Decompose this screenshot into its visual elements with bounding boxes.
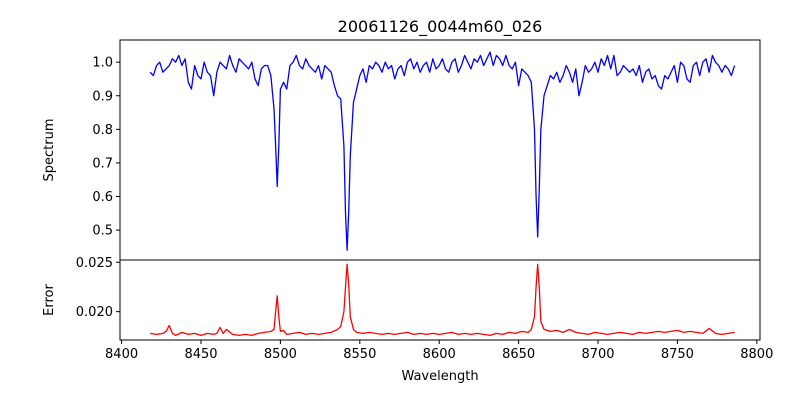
x-tick-label: 8650: [502, 347, 535, 362]
error-y-axis-label: Error: [42, 284, 57, 316]
x-tick-label: 8500: [264, 347, 297, 362]
error-y-tick-label: 0.020: [76, 305, 113, 320]
spectrum-y-tick-label: 0.9: [92, 89, 113, 104]
x-axis-label: Wavelength: [401, 369, 478, 384]
x-tick-label: 8750: [661, 347, 694, 362]
chart-title: 20061126_0044m60_026: [338, 17, 543, 37]
spectrum-y-tick-label: 0.7: [92, 156, 113, 171]
x-tick-label: 8700: [581, 347, 614, 362]
spectrum-series-line: [149, 51, 736, 251]
x-tick-label: 8600: [423, 347, 456, 362]
x-tick-label: 8400: [105, 347, 138, 362]
error-series-line: [150, 263, 735, 337]
x-tick-label: 8550: [343, 347, 376, 362]
spectrum-y-tick-label: 0.6: [92, 190, 113, 205]
spectrum-y-tick-label: 0.5: [92, 224, 113, 239]
error-panel: 0.020 0.025 8400 8450 8500 8550 8600 8650 8700 87…: [76, 256, 774, 362]
error-axes-frame: [119, 259, 761, 341]
x-tick-label: 8450: [184, 347, 217, 362]
spectrum-y-tick-label: 0.8: [92, 123, 113, 138]
error-y-tick-label: 0.025: [76, 256, 113, 271]
spectrum-y-axis-label: Spectrum: [42, 119, 57, 182]
x-tick-label: 8800: [740, 347, 773, 362]
spectrum-y-tick-label: 1.0: [92, 56, 113, 71]
